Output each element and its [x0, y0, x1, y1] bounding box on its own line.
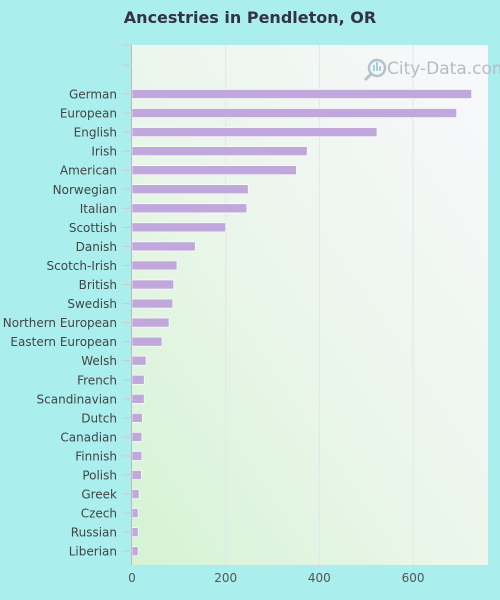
category-label: Russian — [71, 526, 117, 540]
bar — [131, 108, 457, 118]
x-tick-label: 600 — [402, 571, 425, 585]
category-label: Welsh — [81, 354, 117, 368]
y-axis — [122, 44, 132, 565]
x-tick-label: 400 — [308, 571, 331, 585]
bar — [131, 203, 248, 214]
bar — [131, 127, 378, 137]
bar — [131, 432, 143, 442]
category-label: Danish — [76, 240, 117, 254]
category-label: Polish — [82, 469, 117, 483]
bar — [131, 184, 249, 195]
bar — [131, 241, 196, 252]
category-label: European — [60, 107, 117, 121]
category-label: Liberian — [69, 545, 117, 559]
category-label: Dutch — [81, 411, 117, 425]
category-label: British — [79, 278, 117, 292]
bar — [131, 413, 143, 423]
bar — [131, 146, 308, 156]
plot-area — [132, 45, 488, 565]
bar — [131, 317, 170, 328]
x-tick-label: 200 — [214, 571, 237, 585]
category-label: German — [69, 88, 117, 102]
bar — [131, 279, 174, 290]
watermark: City-Data.com — [363, 58, 500, 82]
bar — [131, 508, 139, 518]
category-label: Scandinavian — [37, 392, 117, 406]
category-label: Irish — [91, 145, 117, 159]
bar — [131, 393, 145, 404]
bar — [131, 374, 145, 385]
bar — [131, 336, 163, 347]
category-label: Northern European — [3, 316, 117, 330]
category-label: English — [74, 126, 117, 140]
bar — [131, 222, 226, 233]
x-tick-label: 0 — [128, 571, 136, 585]
category-label: Eastern European — [10, 335, 117, 349]
chart-title: Ancestries in Pendleton, OR — [124, 8, 376, 27]
category-label: Greek — [81, 488, 117, 502]
category-label: Norwegian — [53, 183, 117, 197]
bar — [131, 451, 143, 461]
bar — [131, 260, 178, 271]
category-label: Czech — [81, 507, 117, 521]
category-label: Finnish — [75, 449, 117, 463]
category-labels: German European English Irish American Norweg… — [3, 88, 117, 559]
category-label: French — [77, 373, 117, 387]
bar — [131, 298, 174, 309]
bar — [131, 470, 142, 480]
category-label: Scotch-Irish — [47, 259, 117, 273]
magnifier-icon — [363, 58, 387, 82]
category-label: American — [60, 164, 117, 178]
bar — [131, 527, 139, 537]
x-tick-labels: 0 200 400 600 — [128, 571, 424, 585]
bar — [131, 355, 147, 366]
category-label: Scottish — [69, 221, 117, 235]
bar — [131, 165, 297, 175]
category-label: Canadian — [60, 430, 117, 444]
bar — [131, 546, 139, 557]
bars — [131, 89, 472, 557]
watermark-text: City-Data.com — [387, 59, 500, 79]
category-label: Italian — [80, 202, 117, 216]
bar — [131, 89, 472, 99]
bar — [131, 489, 140, 499]
category-label: Swedish — [67, 297, 117, 311]
